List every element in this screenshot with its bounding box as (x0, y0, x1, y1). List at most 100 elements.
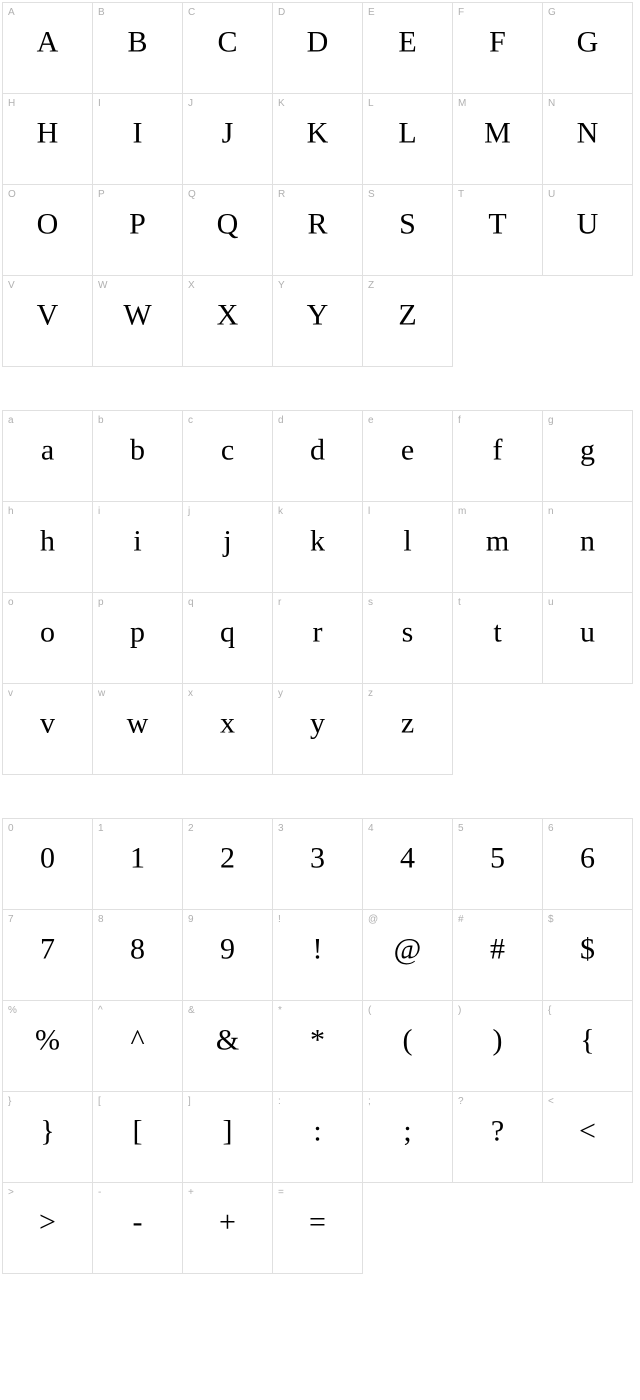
glyph-cell[interactable]: YY (272, 275, 363, 367)
glyph-cell[interactable]: qq (182, 592, 273, 684)
glyph-cell[interactable]: LL (362, 93, 453, 185)
glyph-cell[interactable]: ?? (452, 1091, 543, 1183)
glyph-cell[interactable]: ** (272, 1000, 363, 1092)
glyph-cell[interactable]: zz (362, 683, 453, 775)
glyph-display: q (220, 616, 235, 650)
glyph-cell[interactable]: oo (2, 592, 93, 684)
glyph-cell[interactable]: HH (2, 93, 93, 185)
empty-cell (452, 1182, 543, 1274)
glyph-cell[interactable]: WW (92, 275, 183, 367)
glyph-cell[interactable]: {{ (542, 1000, 633, 1092)
glyph-display: l (403, 525, 411, 559)
glyph-cell[interactable]: 88 (92, 909, 183, 1001)
glyph-cell[interactable]: UU (542, 184, 633, 276)
glyph-cell[interactable]: FF (452, 2, 543, 94)
glyph-cell[interactable]: && (182, 1000, 273, 1092)
glyph-cell[interactable]: 66 (542, 818, 633, 910)
glyph-display: j (223, 525, 231, 559)
glyph-cell[interactable]: KK (272, 93, 363, 185)
glyph-display: m (486, 525, 509, 559)
glyph-cell[interactable]: )) (452, 1000, 543, 1092)
glyph-cell[interactable]: BB (92, 2, 183, 94)
glyph-cell[interactable]: 22 (182, 818, 273, 910)
glyph-cell[interactable]: ]] (182, 1091, 273, 1183)
glyph-cell[interactable]: cc (182, 410, 273, 502)
glyph-cell[interactable]: 44 (362, 818, 453, 910)
glyph-cell[interactable]: 33 (272, 818, 363, 910)
glyph-cell[interactable]: yy (272, 683, 363, 775)
glyph-cell[interactable]: mm (452, 501, 543, 593)
glyph-label: k (278, 506, 283, 517)
glyph-cell[interactable]: >> (2, 1182, 93, 1274)
glyph-cell[interactable]: @@ (362, 909, 453, 1001)
glyph-cell[interactable]: hh (2, 501, 93, 593)
glyph-cell[interactable]: CC (182, 2, 273, 94)
glyph-cell[interactable]: NN (542, 93, 633, 185)
glyph-cell[interactable]: ZZ (362, 275, 453, 367)
glyph-display: 3 (310, 842, 325, 876)
glyph-cell[interactable]: pp (92, 592, 183, 684)
glyph-cell[interactable]: ^^ (92, 1000, 183, 1092)
glyph-label: K (278, 98, 285, 109)
glyph-cell[interactable]: xx (182, 683, 273, 775)
glyph-cell[interactable]: QQ (182, 184, 273, 276)
glyph-cell[interactable]: :: (272, 1091, 363, 1183)
glyph-cell[interactable]: !! (272, 909, 363, 1001)
glyph-cell[interactable]: $$ (542, 909, 633, 1001)
glyph-cell[interactable]: jj (182, 501, 273, 593)
glyph-cell[interactable]: 99 (182, 909, 273, 1001)
glyph-cell[interactable]: TT (452, 184, 543, 276)
glyph-cell[interactable]: << (542, 1091, 633, 1183)
glyph-cell[interactable]: EE (362, 2, 453, 94)
glyph-label: - (98, 1187, 101, 1198)
glyph-label: y (278, 688, 283, 699)
glyph-cell[interactable]: uu (542, 592, 633, 684)
glyph-cell[interactable]: 55 (452, 818, 543, 910)
glyph-cell[interactable]: ss (362, 592, 453, 684)
glyph-cell[interactable]: SS (362, 184, 453, 276)
glyph-cell[interactable]: gg (542, 410, 633, 502)
glyph-cell[interactable]: 00 (2, 818, 93, 910)
glyph-cell[interactable]: DD (272, 2, 363, 94)
glyph-label: 3 (278, 823, 284, 834)
glyph-cell[interactable]: dd (272, 410, 363, 502)
glyph-cell[interactable]: ++ (182, 1182, 273, 1274)
glyph-cell[interactable]: II (92, 93, 183, 185)
glyph-cell[interactable]: nn (542, 501, 633, 593)
glyph-cell[interactable]: -- (92, 1182, 183, 1274)
glyph-cell[interactable]: }} (2, 1091, 93, 1183)
glyph-cell[interactable]: [[ (92, 1091, 183, 1183)
glyph-cell[interactable]: bb (92, 410, 183, 502)
glyph-cell[interactable]: ff (452, 410, 543, 502)
glyph-cell[interactable]: GG (542, 2, 633, 94)
glyph-cell[interactable]: vv (2, 683, 93, 775)
glyph-cell[interactable]: %% (2, 1000, 93, 1092)
glyph-cell[interactable]: MM (452, 93, 543, 185)
glyph-cell[interactable]: JJ (182, 93, 273, 185)
glyph-cell[interactable]: OO (2, 184, 93, 276)
glyph-cell[interactable]: aa (2, 410, 93, 502)
glyph-display: - (133, 1206, 143, 1240)
glyph-cell[interactable]: == (272, 1182, 363, 1274)
glyph-label: S (368, 189, 375, 200)
glyph-cell[interactable]: 11 (92, 818, 183, 910)
glyph-cell[interactable]: AA (2, 2, 93, 94)
glyph-display: ! (313, 933, 323, 967)
glyph-label: # (458, 914, 464, 925)
glyph-cell[interactable]: ii (92, 501, 183, 593)
glyph-cell[interactable]: kk (272, 501, 363, 593)
glyph-cell[interactable]: PP (92, 184, 183, 276)
glyph-cell[interactable]: ww (92, 683, 183, 775)
glyph-cell[interactable]: ;; (362, 1091, 453, 1183)
glyph-cell[interactable]: XX (182, 275, 273, 367)
glyph-cell[interactable]: rr (272, 592, 363, 684)
glyph-cell[interactable]: (( (362, 1000, 453, 1092)
glyph-cell[interactable]: ee (362, 410, 453, 502)
glyph-cell[interactable]: RR (272, 184, 363, 276)
glyph-cell[interactable]: tt (452, 592, 543, 684)
glyph-cell[interactable]: ## (452, 909, 543, 1001)
glyph-display: W (123, 299, 151, 333)
glyph-cell[interactable]: VV (2, 275, 93, 367)
glyph-cell[interactable]: ll (362, 501, 453, 593)
glyph-cell[interactable]: 77 (2, 909, 93, 1001)
